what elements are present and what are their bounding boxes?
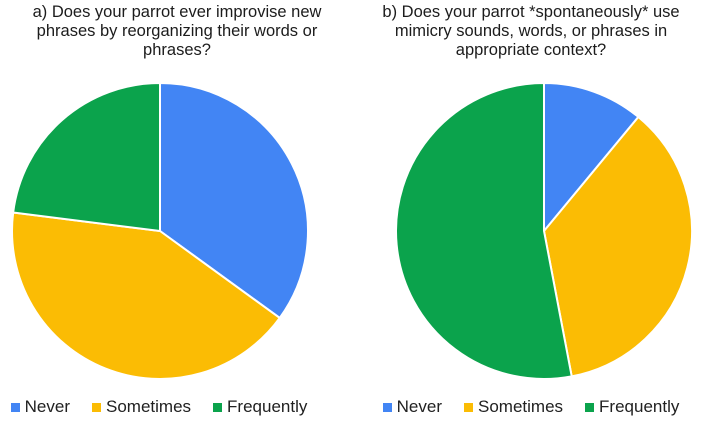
legend-item-frequently: Frequently (213, 397, 307, 417)
legend-item-sometimes: Sometimes (92, 397, 191, 417)
sometimes-swatch-icon (464, 402, 473, 412)
pie-slice-sometimes (11, 211, 281, 380)
legend-item-never: Never (10, 397, 70, 417)
pie-chart-b (395, 82, 693, 380)
pie-slice-never (543, 82, 640, 232)
chart-a-title-line-3: phrases? (143, 41, 211, 59)
legend-item-sometimes: Sometimes (464, 397, 563, 417)
never-swatch-icon (382, 402, 392, 412)
chart-b-title-line-1: b) Does your parrot *spontaneously* use (382, 3, 680, 21)
legend-item-never: Never (382, 397, 442, 417)
chart-panel-a: a) Does your parrot ever improvise new p… (0, 3, 354, 417)
legend-label-never: Never (24, 397, 70, 416)
legend-b: Never Sometimes Frequently (354, 397, 708, 417)
pie-slice-sometimes (543, 115, 693, 378)
legend-item-frequently: Frequently (585, 397, 679, 417)
pie-slice-frequently (12, 82, 161, 232)
legend-label-never: Never (396, 397, 442, 416)
legend-a: Never Sometimes Frequently (0, 397, 336, 417)
chart-b-title-line-3: appropriate context? (455, 41, 607, 59)
legend-label-frequently: Frequently (599, 397, 680, 416)
chart-a-title-line-2: phrases by reorganizing their words or (36, 22, 318, 40)
chart-a-title-line-1: a) Does your parrot ever improvise new (32, 3, 322, 21)
sometimes-swatch-icon (92, 402, 101, 412)
pie-chart-a (11, 82, 309, 380)
chart-a-title: a) Does your parrot ever improvise new p… (0, 3, 354, 60)
chart-b-title-line-2: mimicry sounds, words, or phrases in (394, 22, 668, 40)
frequently-swatch-icon (585, 402, 595, 412)
legend-label-sometimes: Sometimes (478, 397, 564, 416)
legend-label-sometimes: Sometimes (106, 397, 192, 416)
chart-b-title: b) Does your parrot *spontaneously* use … (354, 3, 708, 60)
frequently-swatch-icon (213, 402, 223, 412)
legend-label-frequently: Frequently (227, 397, 308, 416)
pie-slice-never (159, 82, 309, 319)
pie-slice-frequently (395, 82, 573, 380)
chart-panel-b: b) Does your parrot *spontaneously* use … (354, 0, 708, 427)
never-swatch-icon (10, 402, 20, 412)
